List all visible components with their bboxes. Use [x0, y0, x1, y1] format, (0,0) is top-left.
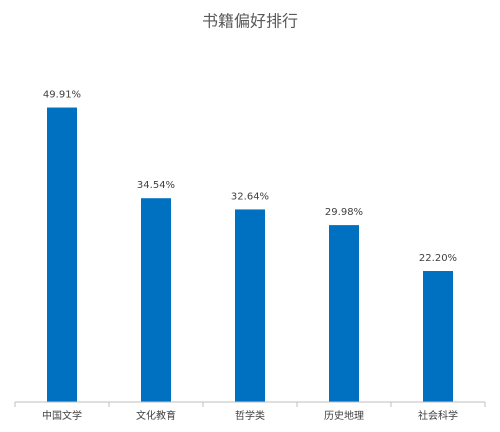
value-label: 49.91% — [43, 90, 81, 101]
bar — [423, 271, 453, 402]
value-label: 29.98% — [325, 207, 363, 218]
x-tick-label: 社会科学 — [418, 409, 458, 422]
x-tick-label: 历史地理 — [324, 409, 364, 422]
bar — [329, 225, 359, 402]
bar — [47, 107, 77, 402]
chart-title: 书籍偏好排行 — [202, 12, 298, 31]
bar — [141, 198, 171, 402]
bar — [235, 209, 265, 402]
value-label: 32.64% — [231, 191, 269, 202]
x-tick-label: 哲学类 — [235, 409, 265, 422]
x-tick-label: 文化教育 — [136, 409, 176, 422]
value-label: 22.20% — [419, 253, 457, 264]
value-label: 34.54% — [137, 180, 175, 191]
x-tick-label: 中国文学 — [42, 409, 82, 422]
